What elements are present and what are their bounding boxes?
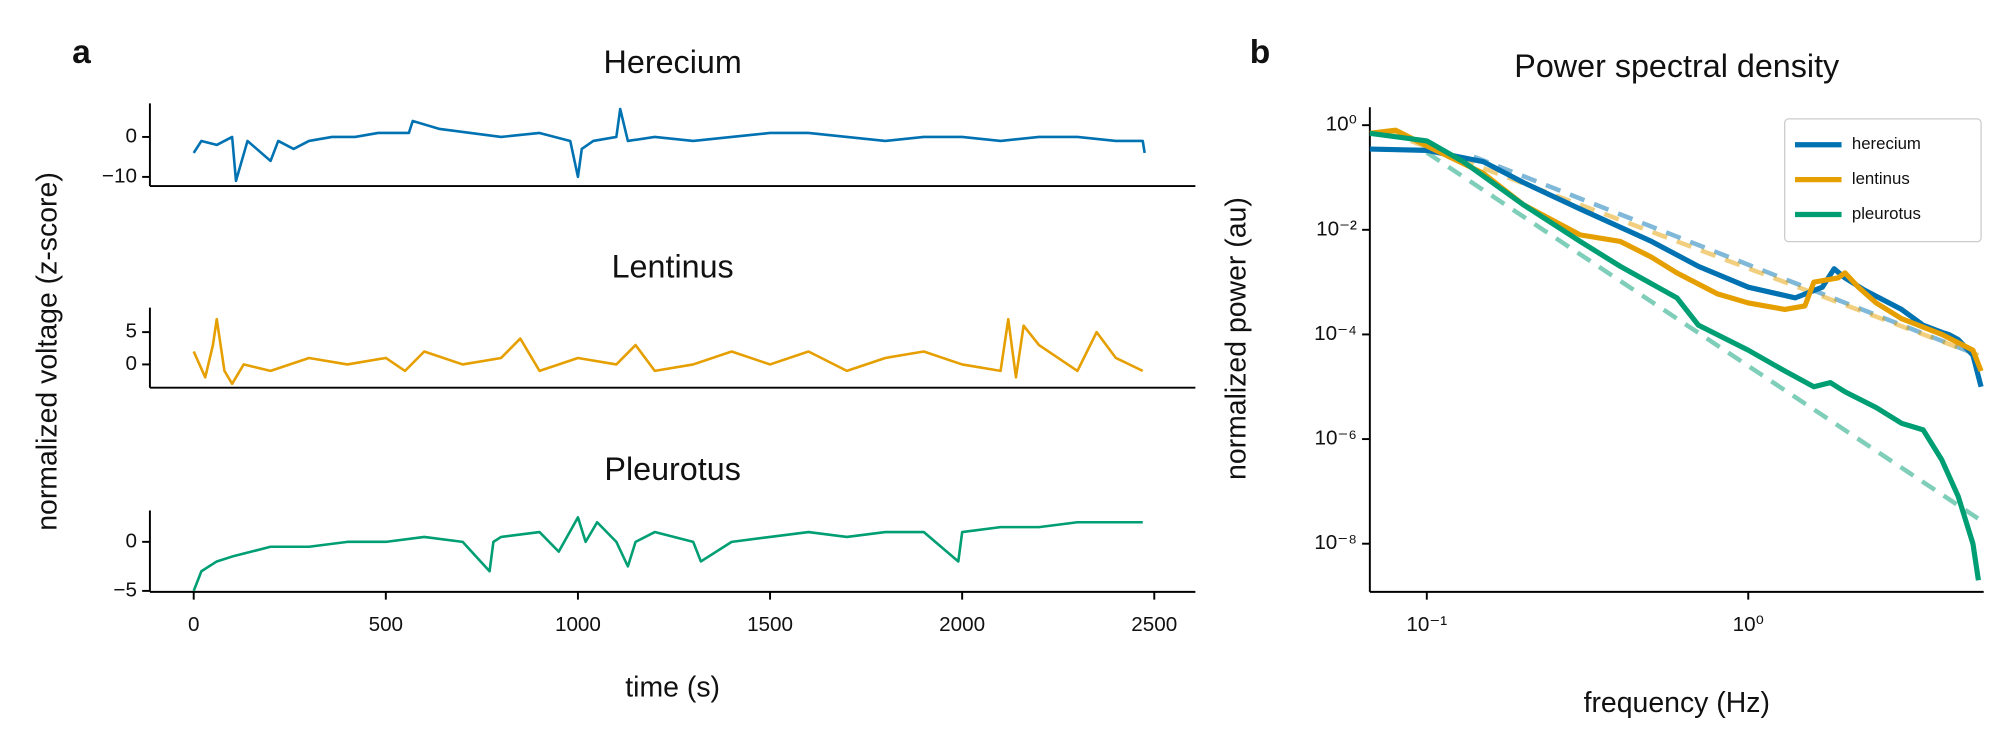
data-line <box>192 516 1143 592</box>
y-tick-label: 10⁻⁴ <box>1314 322 1357 345</box>
y-tick-label: −10 <box>102 164 137 187</box>
y-tick-label: 10⁻⁶ <box>1315 427 1357 450</box>
x-tick-label: 10⁰ <box>1733 613 1764 636</box>
legend-label: lentinus <box>1852 169 1910 188</box>
y-tick-label: 10⁰ <box>1326 113 1357 136</box>
y-tick-label: 10⁻⁸ <box>1314 531 1357 554</box>
legend-label: pleurotus <box>1852 204 1921 223</box>
fit-line <box>1385 129 1980 358</box>
fit-line <box>1425 150 1980 521</box>
data-line <box>1369 130 1981 581</box>
x-axis-label: time (s) <box>625 671 720 703</box>
chart-title: Herecium <box>604 44 742 80</box>
x-tick-label: 2000 <box>939 613 985 636</box>
y-tick-label: 5 <box>125 320 136 343</box>
y-tick-label: −5 <box>113 578 137 601</box>
x-tick-label: 2500 <box>1131 613 1177 636</box>
x-tick-label: 1500 <box>747 613 793 636</box>
data-line <box>192 107 1146 183</box>
chart-title: Power spectral density <box>1514 48 1840 84</box>
y-tick-label: 0 <box>125 529 136 552</box>
data-line <box>192 317 1144 386</box>
x-tick-label: 1000 <box>555 613 601 636</box>
y-tick-label: 0 <box>125 352 136 375</box>
chart-title: Pleurotus <box>604 451 740 487</box>
fit-line <box>1472 154 1980 358</box>
y-axis-label: normalized voltage (z-score) <box>32 172 64 531</box>
panel-label: a <box>72 34 91 71</box>
x-axis-label: frequency (Hz) <box>1584 687 1770 719</box>
legend-box <box>1784 118 1982 243</box>
legend-label: herecium <box>1852 134 1921 153</box>
chart-title: Lentinus <box>612 248 734 284</box>
y-tick-label: 0 <box>125 124 136 147</box>
y-tick-label: 10⁻² <box>1316 217 1357 240</box>
panel-label: b <box>1250 34 1271 71</box>
x-tick-label: 500 <box>369 613 403 636</box>
x-tick-label: 0 <box>188 613 200 636</box>
y-axis-label: normalized power (au) <box>1221 197 1253 480</box>
x-tick-label: 10⁻¹ <box>1406 613 1447 636</box>
